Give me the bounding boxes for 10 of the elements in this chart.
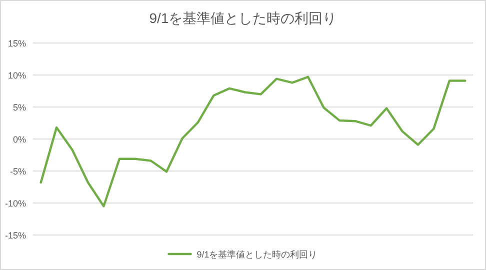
y-tick-label: 10% xyxy=(8,70,26,80)
y-tick-label: -15% xyxy=(4,230,26,240)
legend-label: 9/1を基準値とした時の利回り xyxy=(196,250,318,260)
chart-title: 9/1を基準値とした時の利回り xyxy=(149,10,337,26)
y-tick-label: 15% xyxy=(8,38,26,48)
y-tick-label: 0% xyxy=(12,134,26,144)
y-tick-label: -5% xyxy=(10,166,26,176)
y-tick-label: 5% xyxy=(12,102,26,112)
line-series xyxy=(40,76,466,208)
y-tick-label: -10% xyxy=(4,198,26,208)
